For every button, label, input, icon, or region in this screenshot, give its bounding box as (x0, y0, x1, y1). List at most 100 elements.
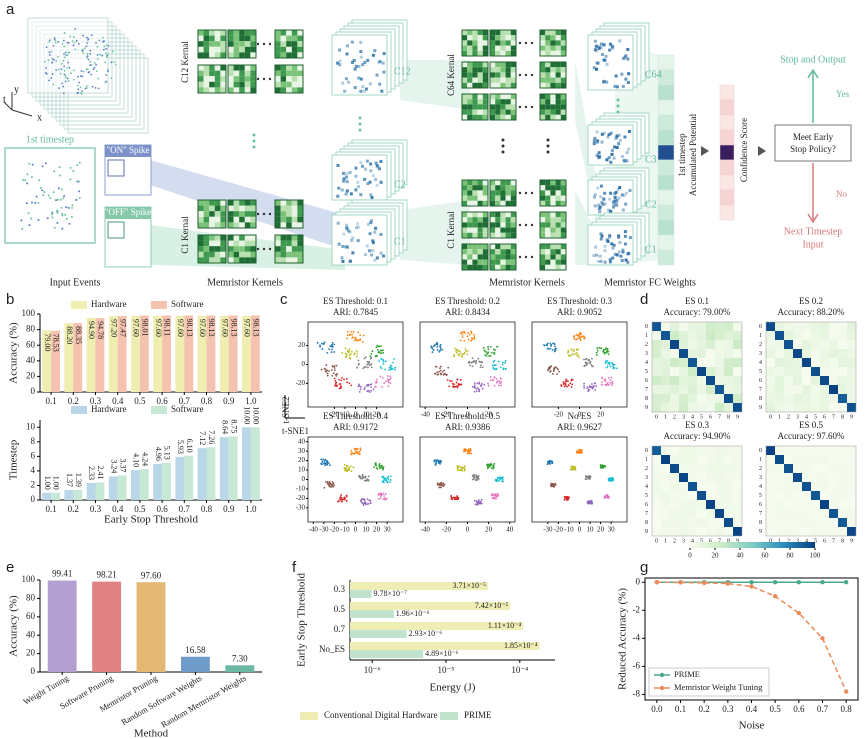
cm-cell (793, 340, 802, 349)
kernel-cell (275, 251, 281, 258)
tsne-point (478, 502, 480, 505)
feature-pixel (611, 45, 615, 49)
feature-pixel (348, 259, 352, 263)
bar (250, 427, 260, 500)
tsne-point (566, 496, 569, 499)
feature-pixel (348, 170, 352, 174)
cm-cell (847, 509, 856, 518)
feature-pixel (382, 254, 386, 258)
kernel-cell (560, 35, 566, 41)
cm-cell (670, 509, 679, 518)
feature-pixel (340, 256, 344, 260)
bar (350, 602, 511, 610)
tsne-point (368, 391, 371, 394)
kernel-cell (495, 72, 501, 78)
feature-pixel (617, 196, 621, 200)
kernel-cell (490, 35, 496, 41)
kernel-cell (560, 99, 566, 105)
cm-cell (724, 473, 733, 482)
tsne-point (492, 366, 495, 369)
kernel-label: C1 Kernal (446, 211, 456, 249)
tsne-point (382, 349, 384, 352)
y-tick-label: -6 (633, 660, 641, 670)
y-tick-label: 0.7 (334, 624, 346, 634)
tsne-point (347, 351, 350, 354)
kernel-cell (540, 190, 546, 196)
tsne-point (382, 466, 385, 468)
tsne-point (322, 462, 325, 465)
cm-cell (829, 376, 838, 385)
cm-cell (802, 500, 811, 509)
cm-cell (784, 518, 793, 527)
tsne-point (588, 389, 591, 391)
tsne-point (473, 386, 476, 388)
tsne-point (566, 499, 569, 501)
ellipsis (518, 41, 522, 45)
kernel-cell (560, 40, 566, 46)
cm-cell (784, 358, 793, 367)
kernel-cell (500, 259, 506, 265)
event-dot (65, 206, 68, 209)
potential-cell (657, 54, 675, 71)
kernel-cell (286, 70, 292, 77)
tsne-point (473, 382, 476, 384)
off-header (105, 207, 151, 219)
x-tick-label: 0.3 (722, 704, 734, 714)
cm-cell (688, 394, 697, 403)
bar (228, 315, 238, 392)
tsne-point (583, 358, 585, 361)
tsne-point (488, 463, 491, 466)
confidence-cell (719, 204, 735, 221)
kernel-cell (275, 246, 281, 252)
y-tick-label: No_ES (319, 644, 345, 654)
tsne-point (356, 448, 359, 451)
kernel-cell (198, 81, 204, 88)
feature-pixel (369, 193, 373, 197)
cm-cell (802, 331, 811, 340)
kernel-cell (540, 212, 546, 218)
kernel-cell (540, 50, 546, 56)
kernel-cell (297, 46, 303, 53)
tsne-point (480, 502, 482, 505)
tsne-point (605, 366, 608, 369)
kernel-border (227, 64, 257, 94)
cm-cell (706, 331, 715, 340)
kernel-cell (500, 232, 506, 238)
ellipsis (530, 105, 534, 109)
x-tick-label: 0.2 (699, 704, 710, 714)
ellipsis (256, 212, 260, 216)
cm-cell (766, 394, 775, 403)
tsne-point (350, 449, 353, 452)
cm-cell (793, 331, 802, 340)
kernel-cell (495, 190, 501, 196)
cm-cell (724, 509, 733, 518)
kernel-cell (510, 72, 516, 78)
kernel-cell (214, 76, 221, 82)
ellipsis (616, 98, 620, 102)
kernel-cell (510, 217, 516, 223)
cm-cell (793, 473, 802, 482)
ellipsis (256, 247, 260, 251)
yes-arrow (807, 68, 819, 123)
cm-row-label: 8 (759, 396, 762, 402)
cm-cell (724, 446, 733, 455)
cm-cell (820, 527, 829, 536)
tsne-point (389, 364, 392, 367)
cm-cell (679, 367, 688, 376)
tsne-point (466, 350, 469, 352)
feature-pixel (337, 242, 341, 246)
kernel-cell (233, 46, 240, 53)
tsne-point (461, 355, 464, 358)
tsne-point (450, 495, 453, 498)
tsne-point (585, 478, 587, 480)
tsne-point (608, 363, 611, 366)
tsne-point (585, 362, 588, 365)
event-dot (38, 179, 41, 182)
cm-cell (802, 455, 811, 464)
event-dot (102, 40, 105, 43)
kernel-cell (220, 216, 226, 223)
y-tick-label: 2 (31, 480, 36, 490)
cm-cell (775, 518, 784, 527)
cm-frame (765, 321, 857, 413)
x-tick-label: -10 (340, 526, 350, 534)
